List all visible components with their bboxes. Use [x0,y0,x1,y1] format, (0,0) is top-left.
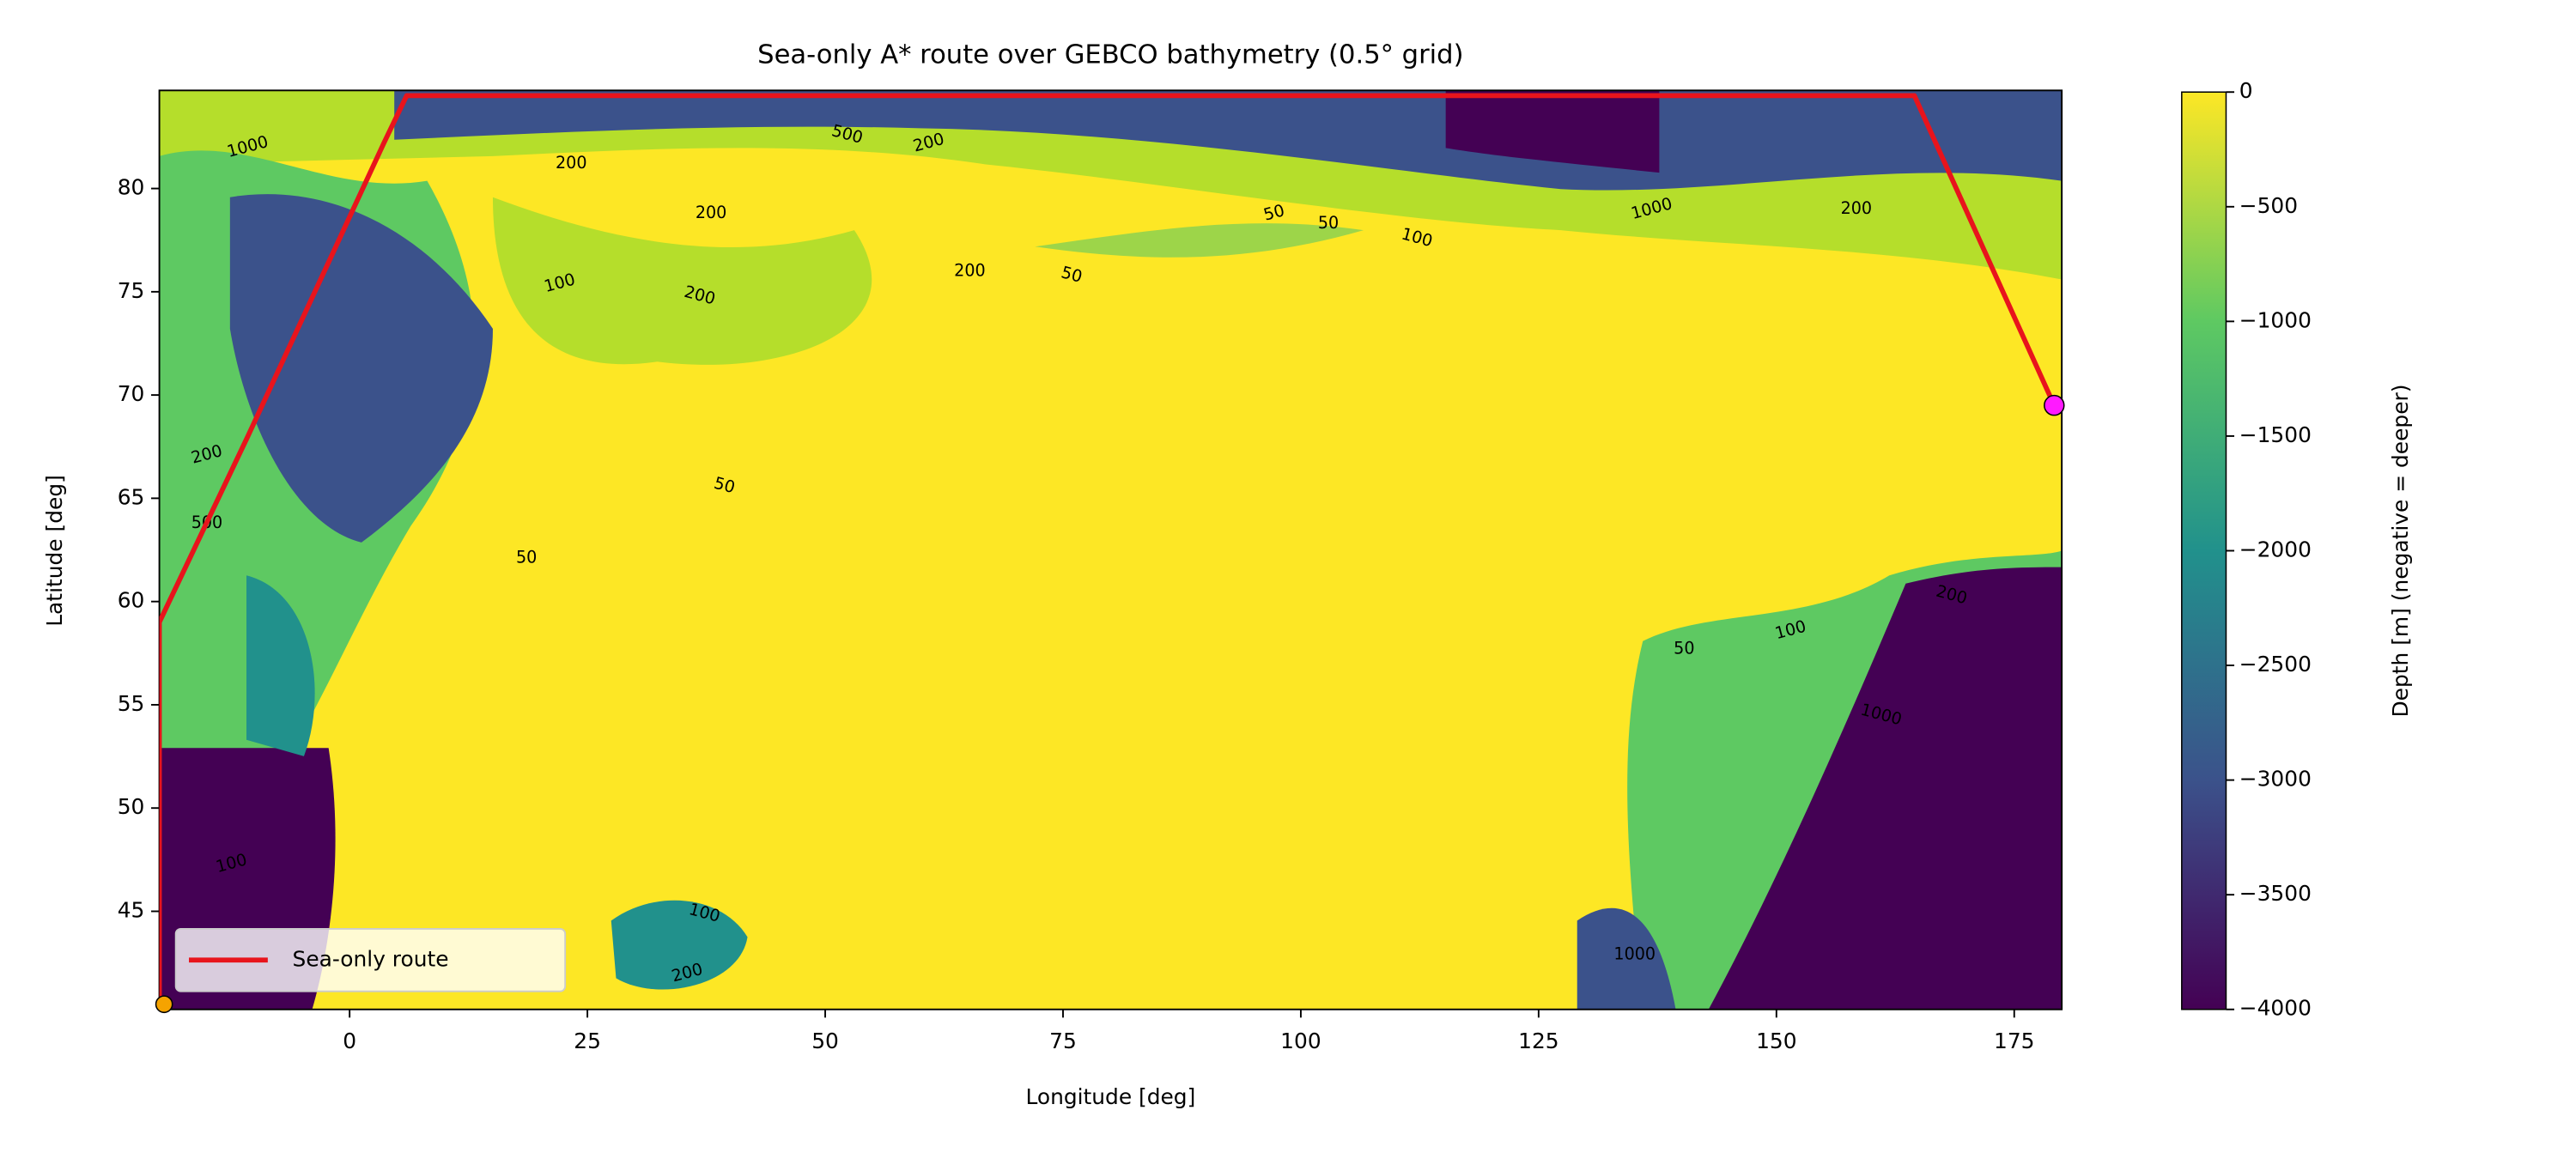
x-tick-label: 125 [1518,1029,1558,1053]
legend-label: Sea-only route [293,946,449,971]
x-tick-label: 50 [811,1029,839,1053]
x-tick-label: 150 [1756,1029,1796,1053]
y-axis-label: Latitude [deg] [42,475,67,627]
chart-title: Sea-only A* route over GEBCO bathymetry … [757,40,1463,70]
contour-label: 200 [556,153,587,173]
colorbar-tick-label: −1000 [2239,307,2312,332]
contour-label: 200 [1841,198,1873,218]
plot-frame [158,89,2063,1010]
colorbar-tick-label: −1500 [2239,422,2312,447]
legend: Sea-only route [174,927,567,992]
y-tick-label: 50 [118,794,145,819]
colorbar-tick-label: −500 [2239,193,2298,218]
contour-label: 50 [1674,638,1694,658]
colorbar-tick-label: −2000 [2239,537,2312,561]
y-tick-label: 55 [118,691,145,716]
colorbar [2181,91,2227,1010]
contour-label: 200 [954,260,986,280]
colorbar-label: Depth [m] (negative = deeper) [2388,385,2413,718]
contour-label: 50 [1318,213,1339,233]
y-tick-label: 65 [118,484,145,509]
y-tick-label: 45 [118,897,145,922]
end-marker [2044,394,2065,416]
colorbar-tick-label: −2500 [2239,652,2312,677]
y-tick-label: 75 [118,278,145,303]
legend-box [174,927,567,992]
start-marker [155,995,173,1014]
colorbar-tick-label: −4000 [2239,996,2312,1021]
colorbar-tick-label: −3500 [2239,881,2312,906]
x-tick-label: 175 [1994,1029,2034,1053]
x-tick-label: 75 [1049,1029,1077,1053]
contour-label: 50 [1059,262,1084,287]
contour-label: 50 [712,473,737,498]
contour-label: 200 [696,203,727,222]
y-tick-label: 60 [118,588,145,613]
y-tick-label: 70 [118,381,145,406]
route-line [159,93,2057,1004]
bathymetry-background [159,90,2063,1010]
contour-label: 50 [516,548,537,567]
x-tick-label: 25 [574,1029,601,1053]
contour-label: 1000 [1613,944,1656,963]
colorbar-tick-label: −3000 [2239,767,2312,792]
x-tick-label: 100 [1280,1029,1321,1053]
colorbar-tick-label: 0 [2239,78,2253,103]
y-tick-label: 80 [118,175,145,200]
x-tick-label: 0 [343,1029,356,1053]
x-axis-label: Longitude [deg] [1025,1084,1195,1109]
